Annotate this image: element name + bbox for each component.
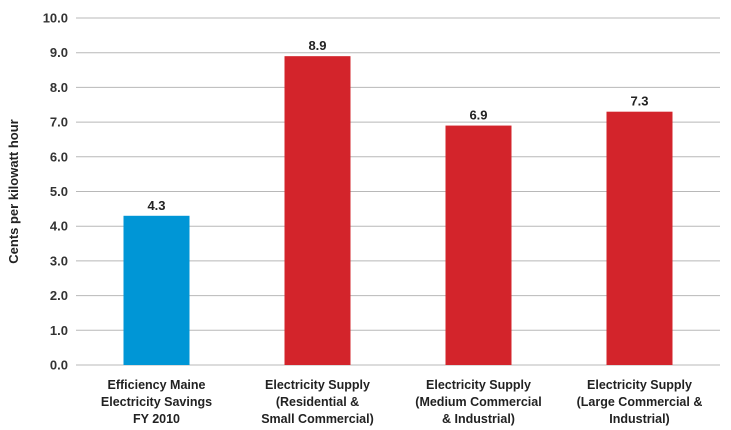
y-tick-label: 3.0 <box>50 253 68 268</box>
data-label: 7.3 <box>630 94 648 109</box>
bar <box>445 125 512 365</box>
y-tick-label: 7.0 <box>50 115 68 130</box>
data-label: 8.9 <box>308 38 326 53</box>
bar <box>123 215 190 365</box>
data-label: 4.3 <box>147 198 165 213</box>
bars <box>123 56 673 366</box>
y-axis-title: Cents per kilowatt hour <box>6 119 21 263</box>
x-category-label: Electricity Supply (Large Commercial & Ind… <box>577 378 703 426</box>
y-tick-label: 4.0 <box>50 219 68 234</box>
bar <box>606 111 673 365</box>
x-category-label: Electricity Supply (Residential & Small Co… <box>261 378 374 426</box>
y-tick-label: 2.0 <box>50 288 68 303</box>
x-axis-category-labels: Efficiency Maine Electricity Savings FY 20… <box>101 378 702 426</box>
y-tick-label: 10.0 <box>43 11 68 26</box>
y-tick-label: 9.0 <box>50 45 68 60</box>
y-tick-label: 6.0 <box>50 149 68 164</box>
y-tick-label: 8.0 <box>50 80 68 95</box>
data-label: 6.9 <box>469 108 487 123</box>
y-tick-label: 0.0 <box>50 358 68 373</box>
data-labels: 4.3 8.9 6.9 7.3 <box>147 38 648 213</box>
x-category-label: Efficiency Maine Electricity Savings FY 20… <box>101 378 212 426</box>
y-tick-label: 5.0 <box>50 184 68 199</box>
y-tick-label: 1.0 <box>50 323 68 338</box>
x-category-label: Electricity Supply (Medium Commercial & In… <box>415 378 541 426</box>
y-axis-tick-labels: 0.0 1.0 2.0 3.0 4.0 5.0 6.0 7.0 8.0 9.0 10.0 <box>43 11 68 373</box>
bar <box>284 56 351 366</box>
